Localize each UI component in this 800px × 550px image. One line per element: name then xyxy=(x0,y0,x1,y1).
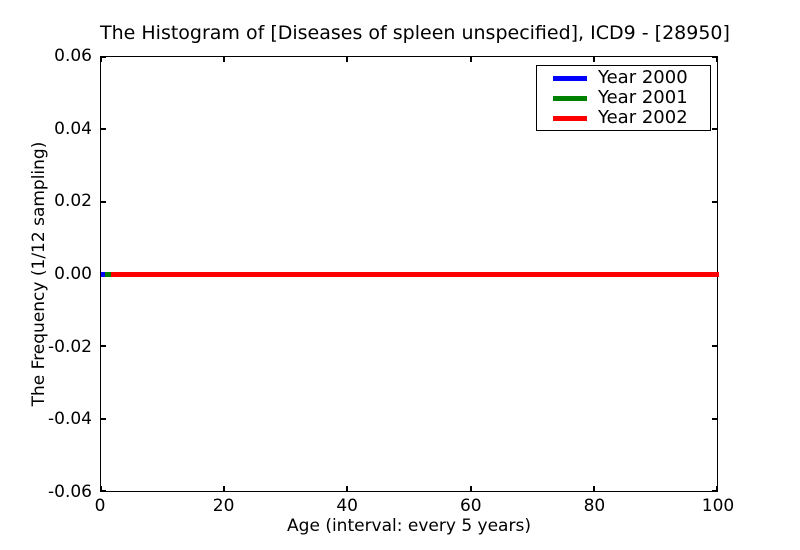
x-axis-label: Age (interval: every 5 years) xyxy=(287,516,531,536)
x-tick-mark xyxy=(223,57,226,62)
legend-label: Year 2000 xyxy=(598,67,688,88)
y-tick-mark xyxy=(101,417,106,420)
y-tick-label: -0.04 xyxy=(48,409,92,430)
x-tick-mark xyxy=(716,486,718,491)
y-tick-mark xyxy=(712,490,717,492)
y-tick-label: 0.00 xyxy=(54,264,92,284)
y-tick-mark xyxy=(712,56,717,58)
x-tick-mark xyxy=(716,57,718,62)
x-tick-label: 80 xyxy=(583,496,606,516)
y-tick-mark xyxy=(101,56,106,58)
legend-row: Year 2000 xyxy=(553,68,704,88)
legend-row: Year 2001 xyxy=(553,88,704,108)
x-tick-mark xyxy=(469,486,472,491)
legend-line-swatch xyxy=(553,115,587,121)
x-tick-mark xyxy=(592,486,595,491)
x-tick-mark xyxy=(346,57,349,62)
legend-label: Year 2002 xyxy=(598,107,688,128)
y-tick-mark xyxy=(712,345,717,348)
y-tick-mark xyxy=(101,490,106,492)
y-tick-label: -0.02 xyxy=(48,336,92,357)
y-tick-mark xyxy=(712,417,717,420)
y-tick-label: 0.02 xyxy=(54,191,92,212)
y-tick-label: -0.06 xyxy=(48,482,92,502)
x-tick-label: 40 xyxy=(336,496,359,516)
chart-title: The Histogram of [Diseases of spleen uns… xyxy=(100,22,730,44)
legend-label: Year 2001 xyxy=(598,87,688,108)
x-tick-mark xyxy=(469,57,472,62)
x-tick-mark xyxy=(592,57,595,62)
y-tick-label: 0.04 xyxy=(54,118,92,139)
x-tick-mark xyxy=(346,486,349,491)
x-tick-label: 60 xyxy=(459,496,482,516)
plot-area: Year 2000 Year 2001 Year 2002 xyxy=(100,56,719,492)
y-tick-label: 0.06 xyxy=(54,46,92,66)
x-tick-mark xyxy=(100,486,102,491)
x-tick-label: 100 xyxy=(701,496,735,516)
y-tick-mark xyxy=(101,345,106,348)
y-tick-mark xyxy=(712,128,717,131)
y-tick-mark xyxy=(101,128,106,131)
y-tick-mark xyxy=(101,200,106,203)
legend-line-swatch xyxy=(553,75,587,81)
legend: Year 2000 Year 2001 Year 2002 xyxy=(536,65,711,131)
y-tick-mark xyxy=(712,200,717,203)
legend-line-swatch xyxy=(553,95,587,101)
x-tick-label: 0 xyxy=(94,496,106,516)
series-line-year-2002 xyxy=(111,271,719,277)
legend-row: Year 2002 xyxy=(553,108,704,128)
x-tick-mark xyxy=(100,57,102,62)
x-tick-label: 20 xyxy=(212,496,235,516)
y-axis-label: The Frequency (1/12 sampling) xyxy=(29,141,49,407)
x-tick-mark xyxy=(223,486,226,491)
